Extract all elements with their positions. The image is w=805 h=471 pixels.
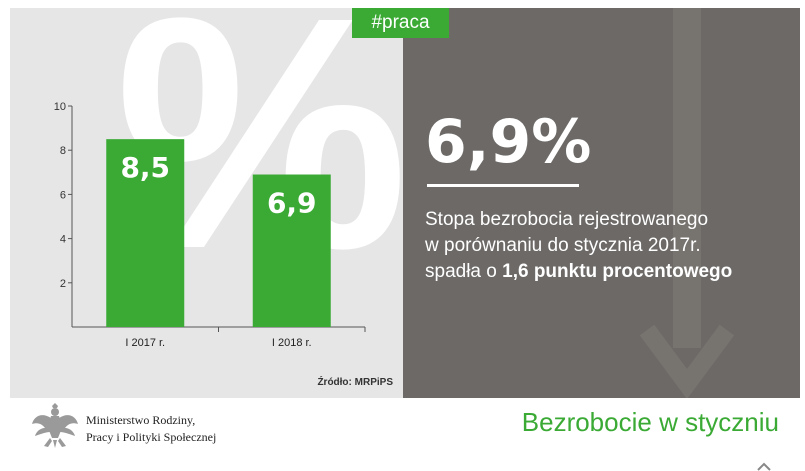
bar — [252, 174, 331, 327]
x-tick-label: I 2018 r. — [272, 337, 312, 349]
headline-underline — [427, 184, 579, 187]
description: Stopa bezrobocia rejestrowanego w porówn… — [425, 207, 795, 285]
hashtag-badge: #praca — [352, 8, 449, 38]
bar-value-label: 8,5 — [120, 151, 170, 184]
polish-eagle-emblem — [32, 403, 78, 448]
bar — [106, 139, 185, 327]
description-highlight: 1,6 punktu procentowego — [502, 261, 733, 282]
corner-chevron-icon — [757, 462, 771, 471]
y-tick-label: 4 — [60, 234, 66, 246]
ministry-name: Ministerstwo Rodziny, Pracy i Polityki S… — [86, 412, 216, 446]
description-line-2: w porównaniu do stycznia 2017r. — [425, 235, 701, 256]
y-tick-label: 10 — [54, 101, 66, 113]
description-line-3: spadła o 1,6 punktu procentowego — [425, 259, 795, 285]
down-arrow-watermark — [639, 8, 735, 398]
y-tick-label: 6 — [60, 189, 66, 201]
y-tick-label: 2 — [60, 278, 66, 290]
ministry-line-2: Pracy i Polityki Społecznej — [86, 430, 217, 444]
x-tick-label: I 2017 r. — [125, 337, 165, 349]
bar-value-label: 6,9 — [267, 187, 317, 220]
headline-value: 6,9% — [425, 107, 592, 177]
ministry-line-1: Ministerstwo Rodziny, — [86, 413, 196, 427]
y-tick-label: 8 — [60, 145, 66, 157]
info-panel — [403, 8, 800, 398]
source-note: Źródło: MRPiPS — [317, 375, 393, 388]
footer-title: Bezrobocie w styczniu — [521, 407, 779, 437]
bar-chart: 2 4 6 8 10 8,5 I 2017 r. 6,9 I 2018 r. Źródło: MR… — [54, 101, 394, 388]
chart-panel: % — [10, 8, 403, 398]
description-line-1: Stopa bezrobocia rejestrowanego — [425, 209, 709, 230]
description-prefix: spadła o — [425, 261, 503, 282]
